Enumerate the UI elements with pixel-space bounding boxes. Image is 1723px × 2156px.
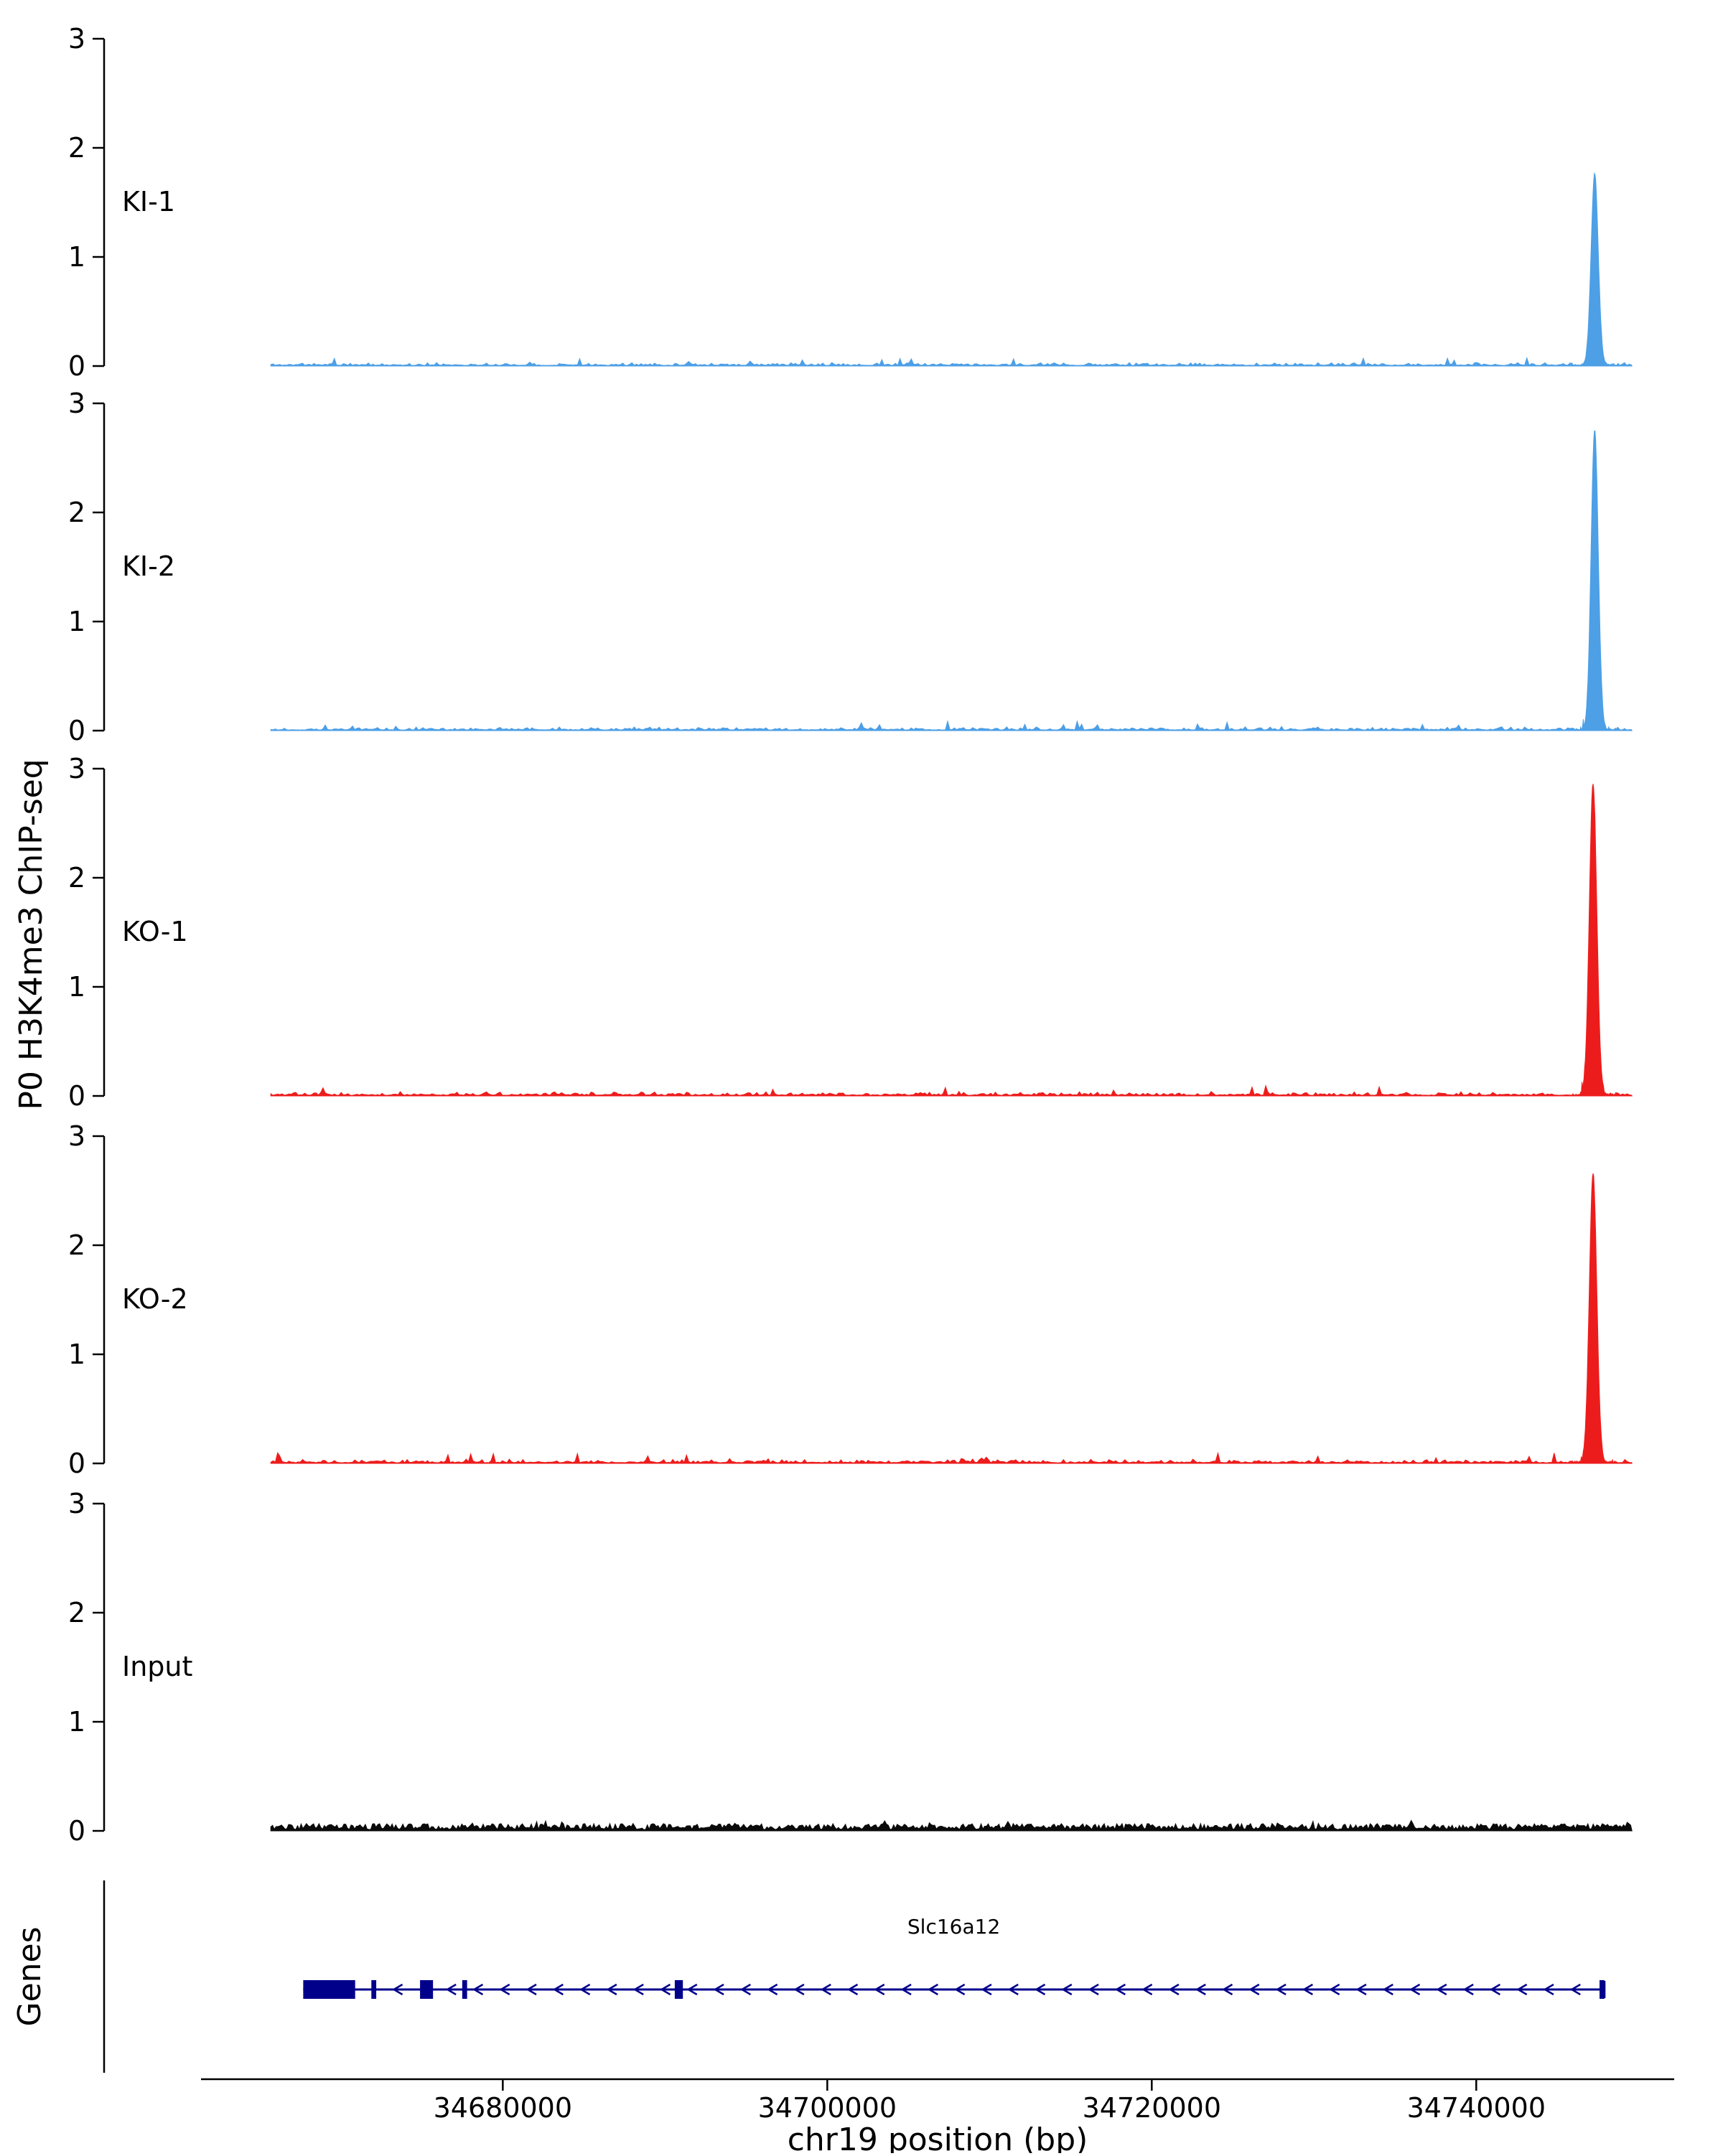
strand-arrow-icon: [874, 1983, 885, 1996]
strand-arrow-icon: [1302, 1983, 1314, 1996]
strand-arrow-icon: [1222, 1983, 1233, 1996]
track-KI-1: 0 1 2 3 KI-1: [68, 23, 1633, 382]
y-tick-label: 0: [68, 1080, 85, 1112]
gene-exon: [1600, 1980, 1605, 1999]
strand-arrow-icon: [793, 1983, 805, 1996]
strand-arrow-icon: [606, 1983, 617, 1996]
strand-arrow-icon: [981, 1983, 992, 1996]
x-tick-label: 34680000: [434, 2092, 572, 2124]
strand-arrow-icon: [686, 1983, 698, 1996]
strand-arrow-icon: [552, 1983, 564, 1996]
signal-area-KI-1: [270, 172, 1633, 367]
dynamic-layer: 0 1 2 3 KI-1 0 1 2 3 KI-2 0 1 2 3 KO-1 0 1 2 3 KO-2 0 1 2 3 Inpu…: [68, 23, 1674, 2124]
gene-exon: [674, 1980, 683, 1999]
strand-arrow-icon: [767, 1983, 778, 1996]
x-tick-label: 34700000: [758, 2092, 897, 2124]
track-KO-1: 0 1 2 3 KO-1: [68, 753, 1633, 1112]
strand-arrow-icon: [1168, 1983, 1180, 1996]
y-tick-label: 2: [68, 1597, 85, 1628]
strand-arrow-icon: [1569, 1983, 1581, 1996]
gene-exon: [420, 1980, 434, 1999]
track-label: KO-2: [122, 1283, 188, 1315]
y-tick-label: 0: [68, 1448, 85, 1479]
strand-arrow-icon: [927, 1983, 938, 1996]
y-tick-label: 2: [68, 132, 85, 164]
strand-arrow-icon: [1543, 1983, 1554, 1996]
track-label: KI-1: [122, 186, 175, 217]
signal-area-KI-2: [270, 430, 1633, 731]
strand-arrow-icon: [846, 1983, 859, 1996]
y-tick-label: 0: [68, 715, 85, 746]
strand-arrow-icon: [739, 1983, 751, 1996]
strand-arrow-icon: [1462, 1983, 1474, 1996]
y-tick-label: 3: [68, 23, 85, 55]
strand-arrow-icon: [1195, 1983, 1206, 1996]
strand-arrow-icon: [632, 1983, 644, 1996]
strand-arrow-icon: [499, 1983, 510, 1996]
strand-arrow-icon: [526, 1983, 537, 1996]
strand-arrow-icon: [1088, 1983, 1099, 1996]
gene-name: Slc16a12: [907, 1915, 1000, 1939]
strand-arrow-icon: [1035, 1983, 1046, 1996]
x-tick-label: 34740000: [1407, 2092, 1546, 2124]
strand-arrow-icon: [820, 1983, 831, 1996]
strand-arrow-icon: [1516, 1983, 1528, 1996]
strand-arrow-icon: [659, 1983, 671, 1996]
track-label: KO-1: [122, 916, 188, 947]
x-axis: 34680000 34700000 34720000 34740000: [201, 2078, 1674, 2124]
y-tick-label: 3: [68, 1120, 85, 1152]
strand-arrow-icon: [1275, 1983, 1287, 1996]
strand-arrow-icon: [1141, 1983, 1153, 1996]
gene-exon: [303, 1980, 355, 1999]
gene-exon: [371, 1980, 377, 1999]
track-Input: 0 1 2 3 Input: [68, 1488, 1633, 1847]
genes-panel: [103, 1880, 1606, 2073]
strand-arrow-icon: [1436, 1983, 1447, 1996]
strand-arrow-icon: [1489, 1983, 1501, 1996]
track-KI-2: 0 1 2 3 KI-2: [68, 388, 1633, 746]
strand-arrow-icon: [1355, 1983, 1367, 1996]
strand-arrow-icon: [713, 1983, 724, 1996]
signal-area-KO-1: [270, 784, 1633, 1097]
y-tick-label: 1: [68, 241, 85, 273]
strand-arrow-icon: [445, 1983, 457, 1996]
signal-area-Input: [270, 1819, 1633, 1832]
y-tick-label: 2: [68, 862, 85, 894]
x-axis-title: chr19 position (bp): [788, 2122, 1088, 2153]
y-tick-label: 1: [68, 1706, 85, 1738]
strand-arrow-icon: [1248, 1983, 1260, 1996]
strand-arrow-icon: [1114, 1983, 1126, 1996]
y-tick-label: 3: [68, 1488, 85, 1519]
track-label: Input: [122, 1651, 192, 1682]
strand-arrow-icon: [579, 1983, 591, 1996]
y-tick-label: 0: [68, 1815, 85, 1847]
gene-exon: [462, 1980, 467, 1999]
y-tick-label: 1: [68, 1339, 85, 1370]
strand-arrow-icon: [1329, 1983, 1340, 1996]
y-axis-title: P0 H3K4me3 ChIP-seq: [13, 759, 50, 1110]
x-tick-label: 34720000: [1083, 2092, 1221, 2124]
y-tick-label: 0: [68, 350, 85, 382]
y-tick-label: 1: [68, 606, 85, 637]
y-tick-label: 3: [68, 388, 85, 419]
track-KO-2: 0 1 2 3 KO-2: [68, 1120, 1633, 1479]
strand-arrow-icon: [1061, 1983, 1073, 1996]
strand-arrow-icon: [1382, 1983, 1393, 1996]
strand-arrow-icon: [1409, 1983, 1421, 1996]
strand-arrow-icon: [392, 1983, 403, 1996]
strand-arrow-icon: [1007, 1983, 1019, 1996]
strand-arrow-icon: [954, 1983, 966, 1996]
genes-panel-title: Genes: [11, 1926, 48, 2026]
strand-arrow-icon: [472, 1983, 484, 1996]
y-tick-label: 2: [68, 1229, 85, 1261]
track-label: KI-2: [122, 550, 175, 582]
strand-arrow-icon: [900, 1983, 912, 1996]
y-tick-label: 3: [68, 753, 85, 784]
y-tick-label: 2: [68, 497, 85, 528]
signal-area-KO-2: [270, 1173, 1633, 1464]
y-tick-label: 1: [68, 971, 85, 1003]
